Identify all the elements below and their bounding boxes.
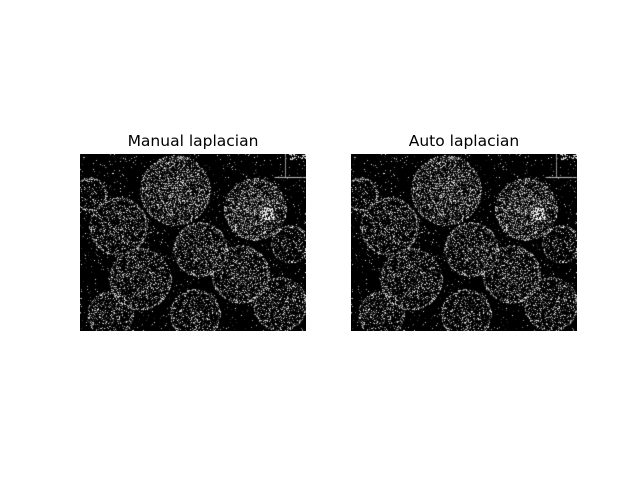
auto-laplacian-canvas	[351, 154, 577, 331]
manual-laplacian-image	[80, 154, 306, 331]
manual-laplacian-title: Manual laplacian	[127, 132, 259, 150]
auto-laplacian-title: Auto laplacian	[408, 132, 520, 150]
manual-laplacian-canvas	[80, 154, 306, 331]
auto-laplacian-image	[351, 154, 577, 331]
